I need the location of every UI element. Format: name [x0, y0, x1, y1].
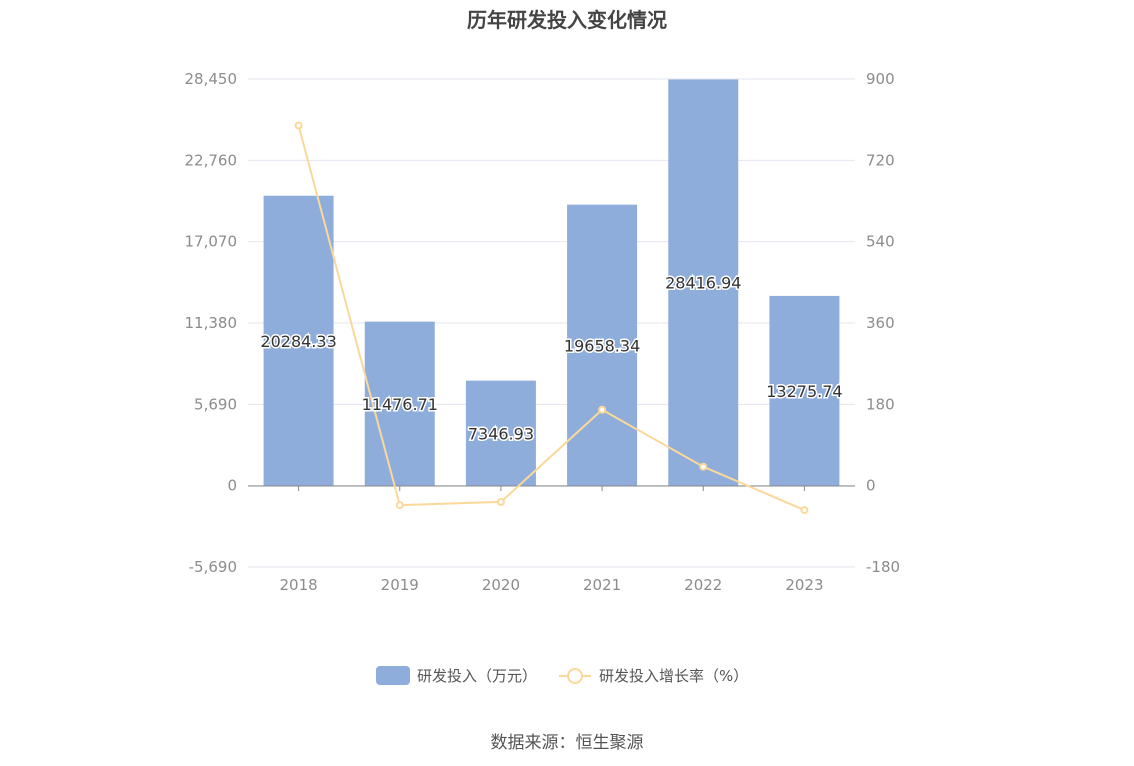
bar: [263, 195, 334, 486]
right-tick-label: 180: [866, 395, 895, 413]
growth-line: [297, 125, 805, 511]
bar-value-label: 7346.93: [468, 424, 534, 443]
bar-series: [263, 79, 840, 487]
left-tick-label: 22,760: [185, 151, 238, 169]
right-tick-label: 720: [866, 151, 895, 169]
left-tick-label: 28,450: [185, 70, 238, 88]
bar-value-label: 11476.71: [362, 395, 438, 414]
right-tick-label: 360: [866, 314, 895, 332]
growth-point: [800, 506, 809, 515]
line-series: [294, 121, 809, 515]
growth-point: [496, 497, 505, 506]
bar-value-label: 28416.94: [665, 274, 741, 293]
x-axis-labels: 2018 2019 2020 2021 2022 2023: [279, 576, 823, 594]
growth-point: [699, 462, 708, 471]
x-tick-label: 2019: [381, 576, 419, 594]
chart-title: 历年研发投入变化情况: [467, 8, 667, 32]
growth-point: [598, 405, 607, 414]
right-tick-label: 0: [866, 477, 876, 495]
legend-bar-swatch: [376, 666, 410, 685]
bar: [465, 380, 536, 486]
right-tick-label: -180: [866, 558, 900, 576]
left-axis-ticks: 28,450 22,760 17,070 11,380 5,690 0 -5,690: [185, 70, 238, 576]
bar-value-label: 13275.74: [766, 382, 842, 401]
legend[interactable]: 研发投入（万元） 研发投入增长率（%）: [376, 666, 748, 685]
left-tick-label: 0: [227, 477, 237, 495]
left-tick-label: 17,070: [185, 233, 238, 251]
bar: [364, 321, 435, 486]
growth-point: [294, 121, 303, 130]
x-tick-label: 2020: [482, 576, 520, 594]
growth-point: [395, 501, 404, 510]
right-axis-ticks: 900 720 540 360 180 0 -180: [866, 70, 900, 576]
legend-bar-label: 研发投入（万元）: [417, 667, 537, 685]
bar-value-label: 20284.33: [260, 332, 336, 351]
x-tick-label: 2022: [684, 576, 722, 594]
bar: [769, 295, 840, 486]
legend-line-label: 研发投入增长率（%）: [599, 667, 748, 685]
left-tick-label: 5,690: [194, 395, 237, 413]
bar-value-labels: 20284.33 11476.71 7346.93 19658.34 28416.94 1…: [259, 272, 844, 445]
x-axis: [248, 485, 855, 491]
bar: [668, 79, 739, 486]
bar-value-label: 19658.34: [564, 336, 640, 355]
x-tick-label: 2021: [583, 576, 621, 594]
legend-line-marker: [567, 668, 583, 684]
x-tick-label: 2018: [279, 576, 317, 594]
left-tick-label: -5,690: [189, 558, 237, 576]
x-tick-label: 2023: [785, 576, 823, 594]
left-tick-label: 11,380: [185, 314, 238, 332]
right-tick-label: 900: [866, 70, 895, 88]
right-tick-label: 540: [866, 233, 895, 251]
data-source-note: 数据来源：恒生聚源: [490, 733, 644, 753]
bar: [567, 204, 638, 487]
